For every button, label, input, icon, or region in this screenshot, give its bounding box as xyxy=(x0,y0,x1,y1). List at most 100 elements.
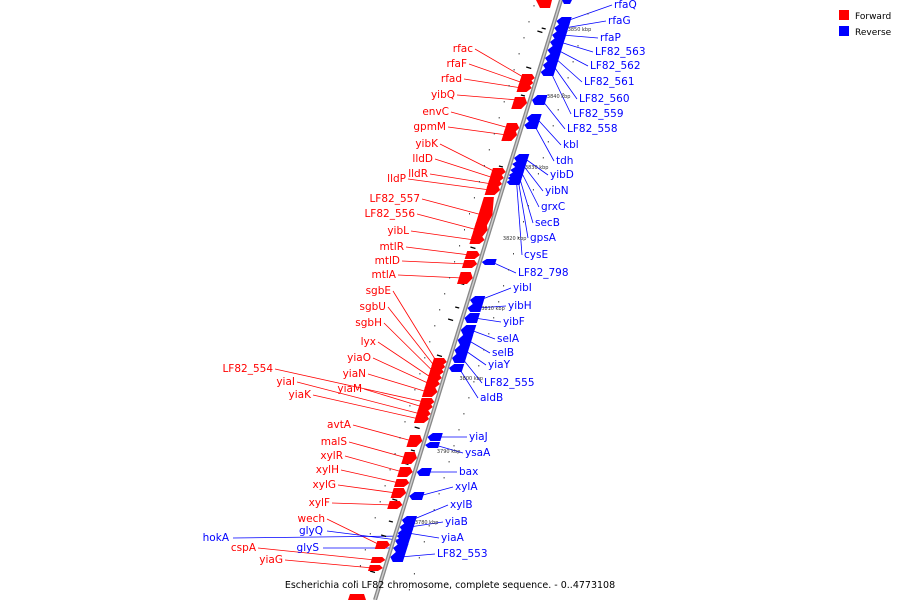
leader-line-yian xyxy=(367,373,428,393)
minor-tick xyxy=(448,461,450,463)
leader-line-yiag xyxy=(284,559,373,569)
minor-tick xyxy=(532,189,534,191)
leader-line-rfac xyxy=(474,48,526,79)
minor-tick xyxy=(468,397,470,399)
gene-feature-yibf xyxy=(464,313,480,323)
gene-feature-xylr xyxy=(397,467,413,477)
leader-line-hoka xyxy=(232,535,407,539)
gene-label-yibl: yibL xyxy=(387,225,409,237)
minor-tick xyxy=(508,85,510,87)
scale-tick-label: 3820 kbp xyxy=(503,236,527,242)
gene-feature-lf82-560 xyxy=(542,61,559,69)
gene-label-secb: secB xyxy=(535,217,560,229)
minor-tick xyxy=(404,421,406,423)
gene-feature-mtlr xyxy=(464,251,480,259)
gene-label-lldd: lldD xyxy=(412,153,433,165)
leader-line-yibi xyxy=(479,287,512,301)
gene-label-wech: wech xyxy=(298,513,325,525)
gene-features xyxy=(348,0,572,600)
minor-tick xyxy=(483,349,485,351)
minor-tick xyxy=(463,413,465,415)
minor-tick xyxy=(384,485,386,487)
gene-feature-mtla xyxy=(457,272,473,284)
gene-label-yiay: yiaY xyxy=(488,359,511,371)
minor-tick xyxy=(523,37,525,39)
scale-tick-label: 3780 kbp xyxy=(415,520,439,526)
leader-line-yiao xyxy=(372,357,431,385)
gene-feature-mtld xyxy=(461,260,478,268)
minor-tick xyxy=(542,157,544,159)
minor-tick xyxy=(533,5,535,7)
major-tick xyxy=(436,354,443,358)
gene-feature-ysaa xyxy=(425,442,440,448)
minor-tick xyxy=(493,133,495,135)
minor-tick xyxy=(443,477,445,479)
gene-label-gpsa: gpsA xyxy=(530,232,557,244)
gene-feature-rfaq xyxy=(556,17,572,25)
leader-line-gpmm xyxy=(447,126,508,136)
leader-line-xylb xyxy=(411,504,449,521)
gene-feature-glys xyxy=(393,544,409,552)
gene-label-lf82-558: LF82_558 xyxy=(567,123,618,135)
leader-line-yibq xyxy=(456,94,519,101)
gene-label-cspa: cspA xyxy=(231,542,257,554)
gene-feature-yibl xyxy=(469,236,485,244)
leader-line-avta xyxy=(352,424,413,442)
leader-line-yibf xyxy=(474,317,502,323)
gene-label-sgbh: sgbH xyxy=(355,317,382,329)
minor-tick xyxy=(483,165,485,167)
leader-line-yibd xyxy=(523,157,549,176)
gene-feature-mals xyxy=(401,452,417,464)
minor-tick xyxy=(434,325,436,327)
leader-line-grxc xyxy=(519,169,540,208)
gene-label-yiao: yiaO xyxy=(347,352,371,364)
minor-tick xyxy=(498,117,500,119)
major-tick xyxy=(392,498,398,502)
gene-label-lf82-557: LF82_557 xyxy=(369,193,420,205)
gene-label-yibh: yibH xyxy=(508,300,532,312)
minor-tick xyxy=(379,501,381,503)
gene-feature-grxc xyxy=(510,167,526,173)
leader-line-xyla xyxy=(419,486,454,497)
minor-tick xyxy=(547,141,549,143)
gene-feature-partial-top xyxy=(562,0,572,4)
minor-tick xyxy=(369,533,371,535)
gene-feature-xyla xyxy=(409,492,425,500)
leader-line-yiaa xyxy=(407,532,440,539)
minor-tick xyxy=(587,13,589,15)
leader-line-mtld xyxy=(401,260,468,265)
gene-label-lf82-563: LF82_563 xyxy=(595,46,646,58)
leader-line-xylg xyxy=(337,484,397,494)
minor-tick xyxy=(364,549,366,551)
gene-label-lf82-560: LF82_560 xyxy=(579,93,630,105)
gene-label-rfaq: rfaQ xyxy=(614,0,637,11)
gene-feature-tdh xyxy=(524,121,540,129)
chromosome-backbone xyxy=(373,0,563,600)
leader-line-xylr xyxy=(344,455,403,473)
minor-tick xyxy=(572,61,574,63)
gene-label-sgbu: sgbU xyxy=(360,301,387,313)
scale-tick-label: 3810 kbp xyxy=(481,306,505,312)
leader-line-aldb xyxy=(458,367,479,399)
leader-line-lf82-553 xyxy=(400,553,436,558)
scale-tick-label: 3850 kbp xyxy=(568,27,592,33)
minor-tick xyxy=(513,69,515,71)
gene-label-tdh: tdh xyxy=(556,155,573,167)
legend-reverse-label: Reverse xyxy=(855,28,892,38)
gene-label-xylg: xylG xyxy=(313,479,336,491)
gene-feature-glyq xyxy=(395,537,411,545)
minor-tick xyxy=(453,445,455,447)
minor-tick xyxy=(488,149,490,151)
scale-tick-mark xyxy=(455,306,460,309)
scale-tick-label: 3790 kbp xyxy=(437,449,461,455)
minor-tick xyxy=(449,277,451,279)
gene-label-lf82-798: LF82_798 xyxy=(518,267,569,279)
minor-tick xyxy=(498,301,500,303)
gene-label-gpmm: gpmM xyxy=(413,121,446,133)
minor-tick xyxy=(473,381,475,383)
scale-tick-mark xyxy=(520,94,526,97)
minor-tick xyxy=(567,77,569,79)
legend: Forward Reverse xyxy=(839,10,892,38)
minor-tick xyxy=(409,405,411,407)
minor-tick xyxy=(503,285,505,287)
